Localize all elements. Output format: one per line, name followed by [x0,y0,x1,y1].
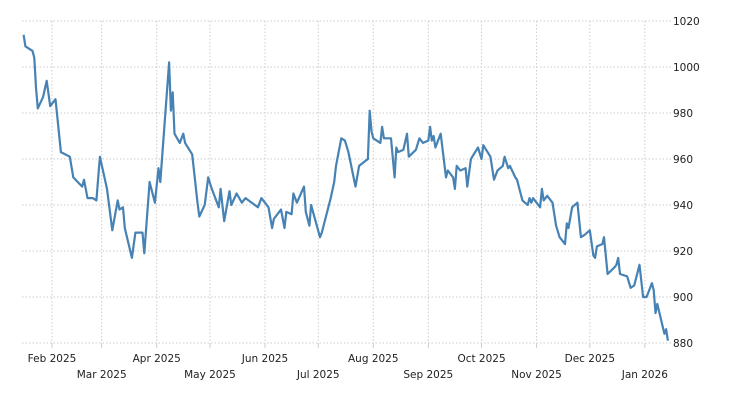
y-tick-label: 980 [673,108,693,120]
x-tick-label: Mar 2025 [77,369,127,381]
x-tick-label: Jan 2026 [621,369,669,381]
x-tick-label: Nov 2025 [511,369,562,381]
x-tick-label: Dec 2025 [565,353,615,365]
x-gridlines [51,21,646,348]
y-tick-label: 900 [673,292,693,304]
y-gridlines [22,20,672,344]
series-line [22,34,669,341]
y-tick-label: 1020 [673,16,700,28]
y-tick-label: 920 [673,246,693,258]
x-tick-label: Jul 2025 [296,369,340,381]
y-tick-label: 1000 [673,62,700,74]
data-points [23,34,668,341]
y-tick-label: 880 [673,338,693,350]
x-tick-label: Aug 2025 [348,353,399,365]
x-tick-label: May 2025 [184,369,236,381]
y-tick-label: 960 [673,154,693,166]
x-tick-label: Apr 2025 [133,353,181,365]
y-tick-label: 940 [673,200,693,212]
x-tick-label: Sep 2025 [403,369,453,381]
x-tick-label: Oct 2025 [457,353,505,365]
y-axis-labels: 880 900 920 940 960 980 1000 1020 [673,16,700,350]
x-tick-label: Feb 2025 [28,353,77,365]
x-tick-label: Jun 2025 [241,353,288,365]
